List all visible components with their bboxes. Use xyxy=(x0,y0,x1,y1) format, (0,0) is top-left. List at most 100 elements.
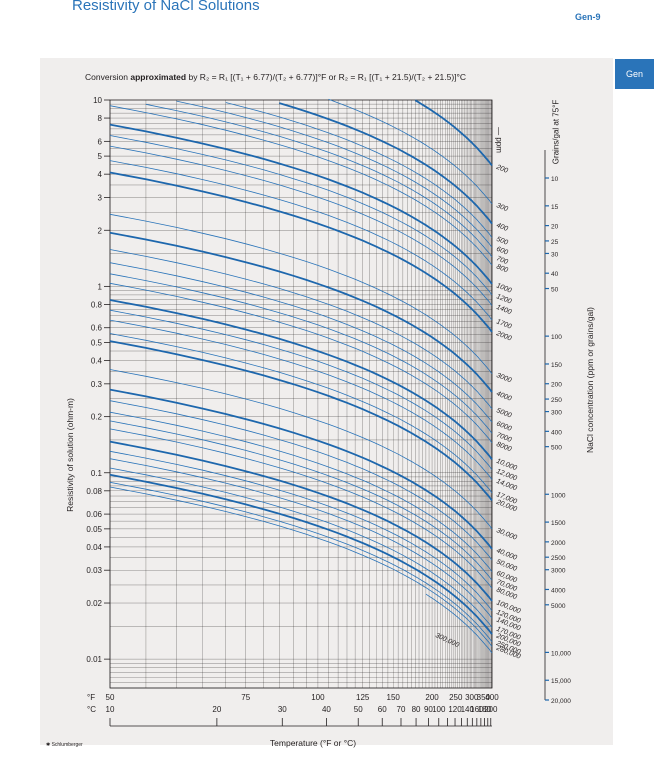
y-tick-label: 8 xyxy=(98,114,103,123)
x-tick-label-c: 90 xyxy=(424,705,433,714)
ppm-label: 2000 xyxy=(494,330,512,343)
series-line xyxy=(109,319,493,480)
ppm-label: 400 xyxy=(495,222,509,233)
ppm-label: 30,000 xyxy=(495,527,518,542)
x-tick-label-f: 75 xyxy=(241,693,250,702)
series-line xyxy=(109,249,493,410)
grains-label: 30 xyxy=(551,251,559,258)
y-tick-label: 0.6 xyxy=(91,324,103,333)
grains-label: 20 xyxy=(551,224,559,231)
grains-label: 100 xyxy=(551,334,562,341)
series-line xyxy=(176,100,493,248)
series-line xyxy=(109,145,493,306)
series-line xyxy=(109,467,493,628)
y-tick-label: 0.03 xyxy=(86,566,102,575)
grains-label: 500 xyxy=(551,445,562,452)
y-tick-label: 0.8 xyxy=(91,300,103,309)
x-axis-label: Temperature (°F or °C) xyxy=(269,738,357,748)
x-tick-label-c: 80 xyxy=(412,705,421,714)
series-line xyxy=(109,309,493,470)
ppm-label: 5000 xyxy=(495,407,512,419)
y-tick-label: 0.08 xyxy=(86,487,102,496)
x-tick-label-c: 40 xyxy=(322,705,331,714)
y-axis-label: Resistivity of solution (ohm-m) xyxy=(65,398,75,512)
chart-panel xyxy=(40,58,613,745)
grains-label: 40 xyxy=(551,271,559,278)
label-300000: 300,000 xyxy=(434,632,460,649)
series-line xyxy=(109,213,493,374)
y-tick-label: 0.1 xyxy=(91,469,103,478)
series-line xyxy=(414,99,493,167)
grains-label: 300 xyxy=(551,410,562,417)
series-line xyxy=(109,450,493,611)
x-tick-label-c: 60 xyxy=(378,705,387,714)
x-tick-label-c: 200 xyxy=(484,705,498,714)
series-line xyxy=(279,102,493,225)
schlumberger-logo: ✱ Schlumberger xyxy=(46,742,83,748)
y-tick-label: 0.3 xyxy=(91,380,103,389)
x-tick-label-f: 150 xyxy=(387,693,401,702)
ppm-label: 3000 xyxy=(495,372,512,384)
x-tick-label-f: 250 xyxy=(449,693,463,702)
x-tick-label-f: 200 xyxy=(425,693,439,702)
x-tick-label-f: 100 xyxy=(311,693,325,702)
grains-label: 10,000 xyxy=(551,650,571,657)
y-tick-label: 0.05 xyxy=(86,525,102,534)
x-tick-label-f: 350 xyxy=(477,693,491,702)
series-line xyxy=(328,98,493,205)
series-line xyxy=(109,473,493,635)
x-tick-label-c: 10 xyxy=(106,705,115,714)
y-tick-label: 0.4 xyxy=(91,357,103,366)
y-tick-label: 1 xyxy=(98,282,103,291)
series-line xyxy=(109,135,493,296)
series-line xyxy=(109,458,493,619)
ppm-label: 500 xyxy=(495,236,509,247)
y-tick-label: 0.2 xyxy=(91,413,103,422)
grains-label: 10 xyxy=(551,176,559,183)
right-axis-label: NaCl concentration (ppm or grains/gal) xyxy=(585,307,595,453)
y-tick-label: 2 xyxy=(98,226,103,235)
grains-axis-label: Grains/gal at 75°F xyxy=(551,99,561,165)
series-line xyxy=(109,123,493,285)
ppm-label: 1700 xyxy=(495,318,512,330)
series-line xyxy=(109,388,493,550)
x-tick-label-c: 120 xyxy=(448,705,462,714)
grains-label: 50 xyxy=(551,287,559,294)
grains-label: 250 xyxy=(551,397,562,404)
grains-label: 1500 xyxy=(551,520,566,527)
grains-label: 5000 xyxy=(551,603,566,610)
series-line xyxy=(145,103,493,258)
grains-label: 25 xyxy=(551,239,559,246)
grains-label: 20,000 xyxy=(551,698,571,705)
fahrenheit-unit: °F xyxy=(87,693,96,702)
grains-label: 2000 xyxy=(551,540,566,547)
grains-label: 200 xyxy=(551,382,562,389)
grains-label: 150 xyxy=(551,362,562,369)
x-tick-label-c: 140 xyxy=(461,705,475,714)
ppm-label: 300 xyxy=(495,202,509,213)
x-tick-label-c: 160 xyxy=(470,705,484,714)
ppm-axis-label: — ppm xyxy=(494,127,504,153)
series-line xyxy=(109,481,493,642)
x-tick-label-c: 180 xyxy=(478,705,492,714)
series-line xyxy=(109,420,493,581)
celsius-unit: °C xyxy=(87,705,96,714)
grains-label: 2500 xyxy=(551,555,566,562)
series-line xyxy=(109,411,493,572)
ppm-label: 200 xyxy=(494,164,508,175)
ppm-label: 1400 xyxy=(495,304,512,316)
series-line xyxy=(109,160,493,321)
y-tick-label: 3 xyxy=(98,193,103,202)
x-tick-label-c: 100 xyxy=(432,705,446,714)
y-tick-label: 10 xyxy=(93,96,102,105)
formula-prefix: Conversion xyxy=(85,72,131,82)
formula-rest: by R₂ = R₁ [(T₁ + 6.77)/(T₂ + 6.77)]°F o… xyxy=(186,72,467,82)
y-tick-label: 0.02 xyxy=(86,599,102,608)
tab-gen[interactable]: Gen xyxy=(615,59,654,89)
series-line xyxy=(109,231,493,393)
series-line xyxy=(109,440,493,602)
x-tick-label-f: 400 xyxy=(485,693,499,702)
series-line xyxy=(109,428,493,589)
series-line xyxy=(109,369,493,530)
